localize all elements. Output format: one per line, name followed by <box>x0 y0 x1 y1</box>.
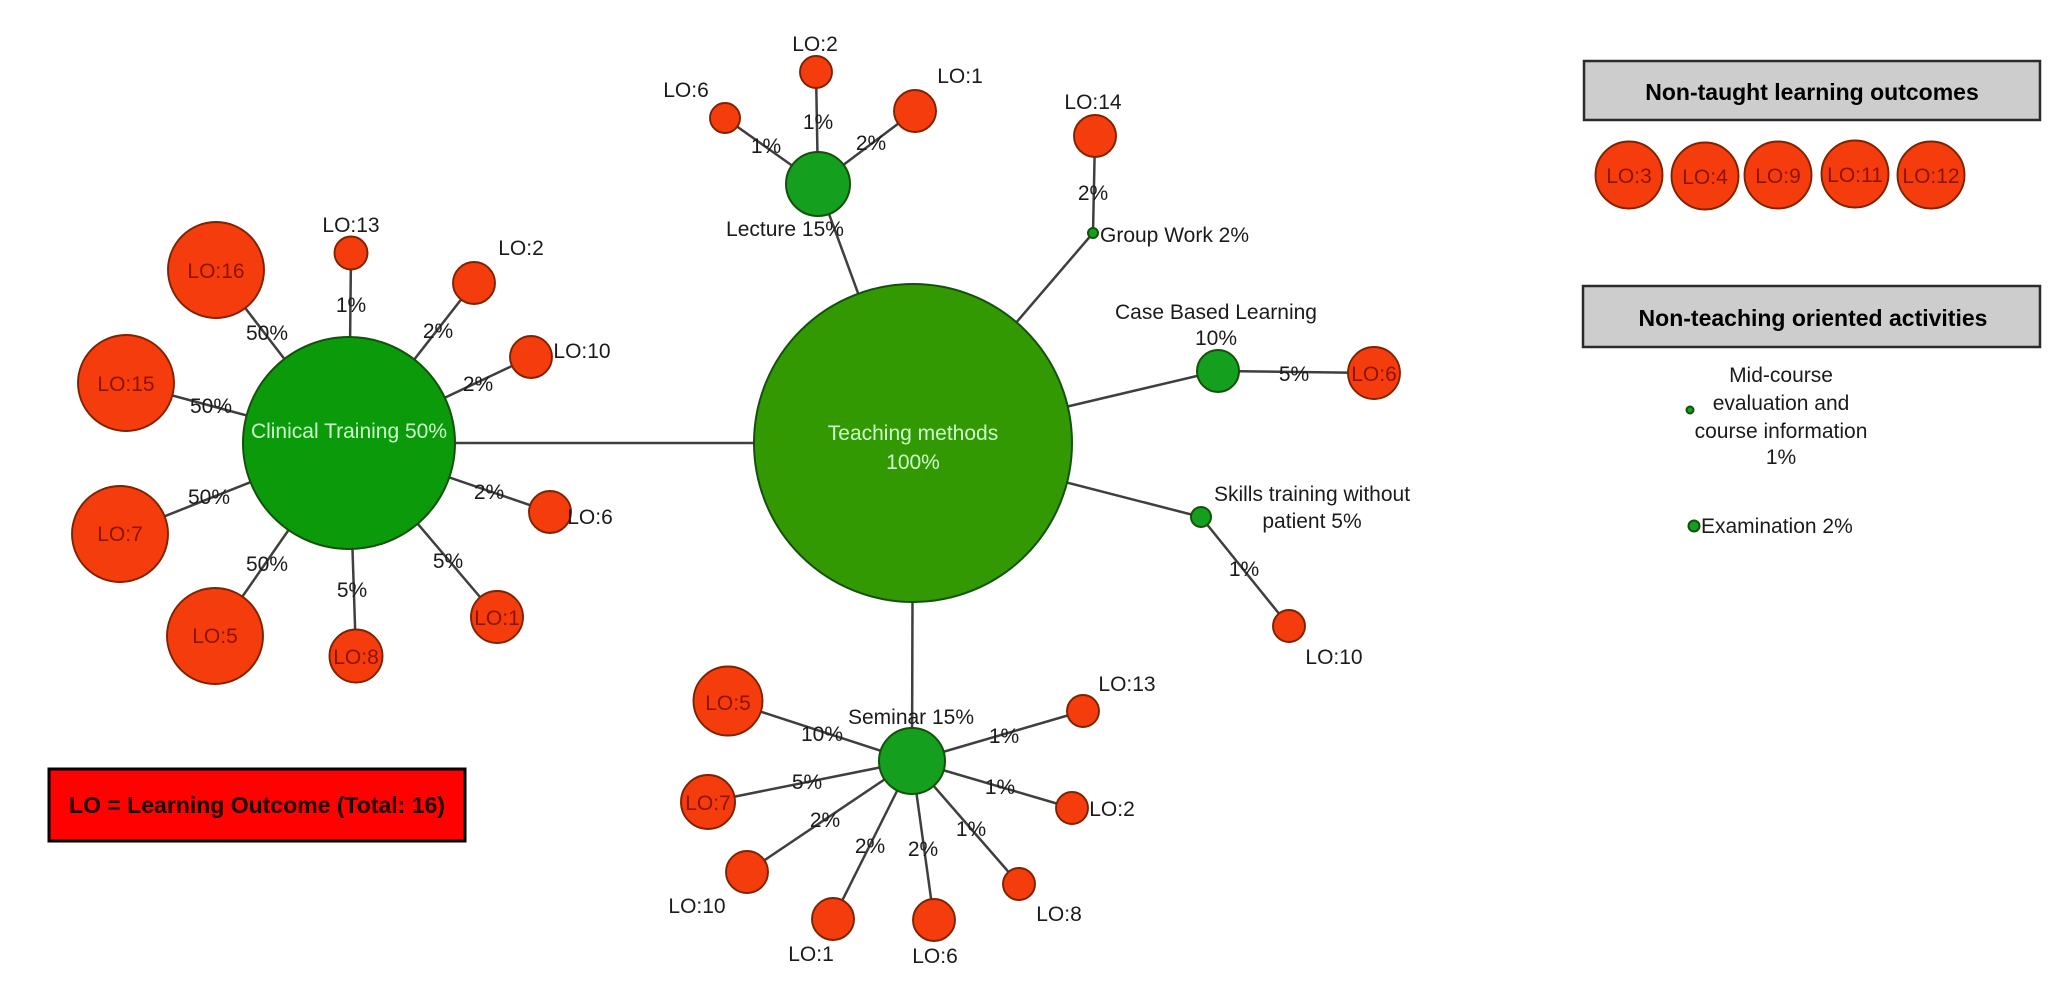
svg-text:LO:6: LO:6 <box>1351 363 1397 386</box>
svg-text:LO:10: LO:10 <box>553 340 610 363</box>
svg-text:evaluation and: evaluation and <box>1713 392 1850 415</box>
svg-text:Examination 2%: Examination 2% <box>1701 515 1853 538</box>
svg-text:Group Work 2%: Group Work 2% <box>1100 224 1249 247</box>
svg-text:100%: 100% <box>886 451 940 474</box>
svg-text:5%: 5% <box>792 771 822 794</box>
svg-text:1%: 1% <box>989 725 1019 748</box>
svg-text:LO:15: LO:15 <box>97 373 154 396</box>
svg-text:1%: 1% <box>1766 446 1796 469</box>
svg-text:2%: 2% <box>474 481 504 504</box>
svg-text:2%: 2% <box>810 809 840 832</box>
svg-text:Non-teaching oriented activiti: Non-teaching oriented activities <box>1639 305 1988 331</box>
svg-text:LO:10: LO:10 <box>668 895 725 918</box>
svg-text:LO:13: LO:13 <box>322 214 379 237</box>
svg-text:LO = Learning Outcome (Total:: LO = Learning Outcome (Total: 16) <box>69 792 445 818</box>
svg-text:1%: 1% <box>751 135 781 158</box>
svg-text:LO:12: LO:12 <box>1902 165 1959 188</box>
svg-text:Case Based Learning: Case Based Learning <box>1115 301 1317 324</box>
svg-text:LO:7: LO:7 <box>97 523 143 546</box>
svg-text:1%: 1% <box>1229 558 1259 581</box>
svg-text:LO:14: LO:14 <box>1064 91 1122 114</box>
svg-text:LO:1: LO:1 <box>474 607 520 630</box>
svg-text:LO:8: LO:8 <box>1036 903 1082 926</box>
svg-text:2%: 2% <box>855 835 885 858</box>
svg-text:5%: 5% <box>433 550 463 573</box>
svg-text:LO:6: LO:6 <box>567 506 613 529</box>
svg-text:2%: 2% <box>856 132 886 155</box>
svg-text:Seminar 15%: Seminar 15% <box>848 706 974 729</box>
svg-text:Clinical Training 50%: Clinical Training 50% <box>251 420 447 443</box>
svg-text:50%: 50% <box>190 395 232 418</box>
svg-text:Teaching methods: Teaching methods <box>828 422 998 445</box>
svg-text:2%: 2% <box>423 320 453 343</box>
svg-text:LO:13: LO:13 <box>1098 673 1155 696</box>
svg-text:LO:2: LO:2 <box>792 33 838 56</box>
svg-text:1%: 1% <box>336 294 366 317</box>
svg-text:LO:2: LO:2 <box>498 237 544 260</box>
svg-text:LO:2: LO:2 <box>1089 798 1135 821</box>
svg-text:1%: 1% <box>985 776 1015 799</box>
svg-text:1%: 1% <box>803 111 833 134</box>
svg-text:LO:5: LO:5 <box>192 625 238 648</box>
svg-text:50%: 50% <box>188 486 230 509</box>
svg-text:Mid-course: Mid-course <box>1729 364 1833 387</box>
svg-text:LO:16: LO:16 <box>187 260 244 283</box>
svg-text:LO:4: LO:4 <box>1682 166 1728 189</box>
svg-text:50%: 50% <box>246 553 288 576</box>
svg-text:5%: 5% <box>337 579 367 602</box>
svg-text:2%: 2% <box>463 373 493 396</box>
svg-text:LO:3: LO:3 <box>1606 165 1652 188</box>
svg-text:LO:6: LO:6 <box>663 79 709 102</box>
svg-text:LO:7: LO:7 <box>685 792 731 815</box>
svg-text:2%: 2% <box>908 838 938 861</box>
svg-text:Skills training without: Skills training without <box>1214 483 1410 506</box>
svg-text:5%: 5% <box>1279 363 1309 386</box>
svg-text:LO:9: LO:9 <box>1755 165 1801 188</box>
svg-text:2%: 2% <box>1078 182 1108 205</box>
svg-text:LO:6: LO:6 <box>912 945 958 968</box>
svg-text:course information: course information <box>1695 420 1868 443</box>
svg-text:LO:1: LO:1 <box>937 65 983 88</box>
svg-text:1%: 1% <box>956 818 986 841</box>
svg-text:10%: 10% <box>801 723 843 746</box>
svg-text:patient 5%: patient 5% <box>1262 510 1361 533</box>
svg-text:LO:11: LO:11 <box>1827 164 1883 187</box>
svg-text:Lecture 15%: Lecture 15% <box>726 218 844 241</box>
svg-text:LO:1: LO:1 <box>788 943 834 966</box>
svg-text:50%: 50% <box>246 322 288 345</box>
svg-text:LO:8: LO:8 <box>333 646 379 669</box>
svg-text:LO:10: LO:10 <box>1305 646 1362 669</box>
svg-text:Non-taught learning outcomes: Non-taught learning outcomes <box>1645 79 1979 105</box>
svg-text:LO:5: LO:5 <box>705 692 751 715</box>
svg-text:10%: 10% <box>1195 327 1237 350</box>
